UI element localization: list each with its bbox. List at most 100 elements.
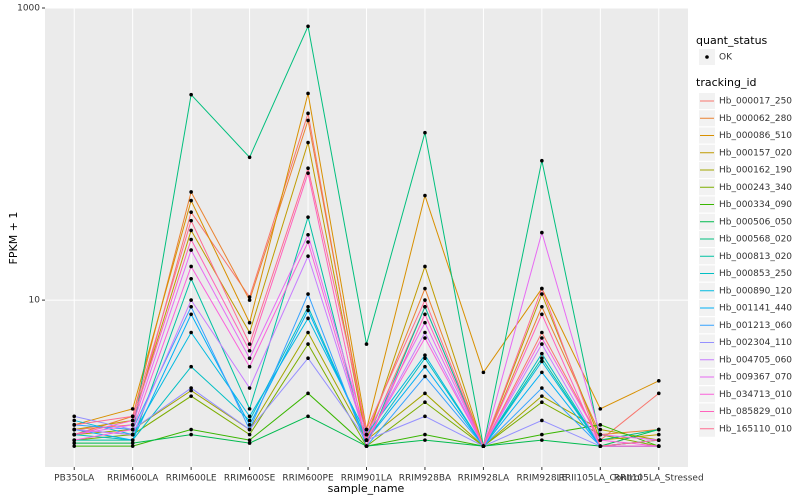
- data-point: [189, 228, 193, 233]
- data-point: [540, 286, 544, 291]
- data-point: [189, 198, 193, 203]
- data-point: [189, 432, 193, 437]
- data-point: [540, 386, 544, 390]
- data-point: [189, 190, 193, 194]
- data-point: [423, 298, 427, 302]
- data-point: [540, 304, 544, 309]
- data-point: [364, 427, 369, 432]
- data-point: [189, 427, 193, 432]
- x-tick-label: RRII105LA_Stressed: [614, 474, 704, 484]
- data-point: [306, 91, 310, 96]
- data-point: [423, 374, 427, 379]
- data-point: [423, 353, 427, 357]
- data-point: [656, 444, 661, 448]
- data-point: [247, 356, 252, 361]
- data-point: [598, 427, 603, 432]
- data-point: [306, 391, 310, 396]
- data-point: [540, 330, 544, 335]
- data-point: [72, 418, 77, 423]
- data-point: [189, 388, 193, 393]
- x-tick-label: RRIM928LA: [458, 474, 510, 484]
- data-point: [423, 414, 427, 419]
- data-point: [72, 432, 77, 437]
- x-tick-label: RRIM600LE: [166, 474, 217, 484]
- y-axis-title: FPKM + 1: [7, 212, 20, 265]
- data-point: [540, 342, 544, 346]
- data-point: [306, 111, 310, 116]
- data-point: [423, 286, 427, 291]
- data-point: [306, 316, 310, 321]
- data-point: [247, 414, 252, 419]
- data-point: [130, 418, 135, 423]
- legend-label: Hb_000157_020: [719, 148, 792, 158]
- data-point: [540, 400, 544, 404]
- data-point: [247, 441, 252, 445]
- legend-label: Hb_000062_280: [719, 114, 792, 124]
- data-point: [481, 444, 486, 448]
- data-point: [306, 254, 310, 258]
- data-point: [130, 432, 135, 437]
- data-point: [423, 130, 427, 135]
- data-point: [306, 171, 310, 175]
- shape-legend-title: quant_status: [696, 34, 768, 47]
- data-point: [306, 342, 310, 346]
- data-point: [130, 441, 135, 445]
- data-point: [306, 414, 310, 419]
- data-point: [540, 370, 544, 375]
- data-point: [130, 438, 135, 442]
- data-point: [423, 336, 427, 340]
- data-point: [189, 330, 193, 335]
- data-point: [247, 432, 252, 437]
- data-point: [423, 400, 427, 404]
- data-point: [598, 432, 603, 437]
- x-axis-title: sample_name: [328, 482, 405, 495]
- data-point: [247, 364, 252, 369]
- data-point: [423, 438, 427, 442]
- data-point: [423, 304, 427, 309]
- x-tick-label: PB350LA: [54, 474, 95, 484]
- data-point: [423, 356, 427, 361]
- legend-label: Hb_000813_020: [719, 252, 792, 262]
- data-point: [306, 356, 310, 361]
- data-point: [306, 140, 310, 145]
- data-point: [247, 298, 252, 302]
- data-point: [423, 432, 427, 437]
- data-point: [598, 423, 603, 427]
- data-point: [189, 386, 193, 390]
- data-point: [540, 158, 544, 163]
- legend-label: Hb_000334_090: [719, 200, 792, 210]
- data-point: [423, 312, 427, 317]
- data-point: [481, 370, 486, 375]
- data-point: [247, 155, 252, 160]
- data-point: [72, 423, 77, 427]
- data-point: [72, 414, 77, 419]
- data-point: [130, 427, 135, 432]
- x-tick-label: RRIM901LA: [341, 474, 393, 484]
- data-point: [364, 432, 369, 437]
- data-point: [540, 418, 544, 423]
- data-point: [189, 304, 193, 309]
- data-point: [423, 330, 427, 335]
- data-point: [656, 427, 661, 432]
- legend-label: Hb_002304_110: [719, 338, 792, 348]
- legend-label: Hb_000162_190: [719, 166, 792, 176]
- data-point: [656, 379, 661, 383]
- legend-point: [705, 55, 709, 59]
- data-point: [598, 407, 603, 411]
- x-tick-label: RRII105LA_Control: [559, 474, 642, 484]
- legend-label: Hb_085829_010: [719, 407, 792, 417]
- data-point: [540, 351, 544, 356]
- data-point: [247, 295, 252, 299]
- data-point: [247, 427, 252, 432]
- data-point: [247, 438, 252, 442]
- data-point: [364, 342, 369, 346]
- legend-label: Hb_009367_070: [719, 373, 792, 383]
- data-point: [247, 320, 252, 325]
- data-point: [247, 423, 252, 427]
- data-point: [130, 407, 135, 411]
- data-point: [189, 264, 193, 269]
- x-tick-label: RRIM600SE: [224, 474, 276, 484]
- legend-label: Hb_000568_020: [719, 235, 792, 245]
- legend-label: Hb_165110_010: [719, 424, 792, 434]
